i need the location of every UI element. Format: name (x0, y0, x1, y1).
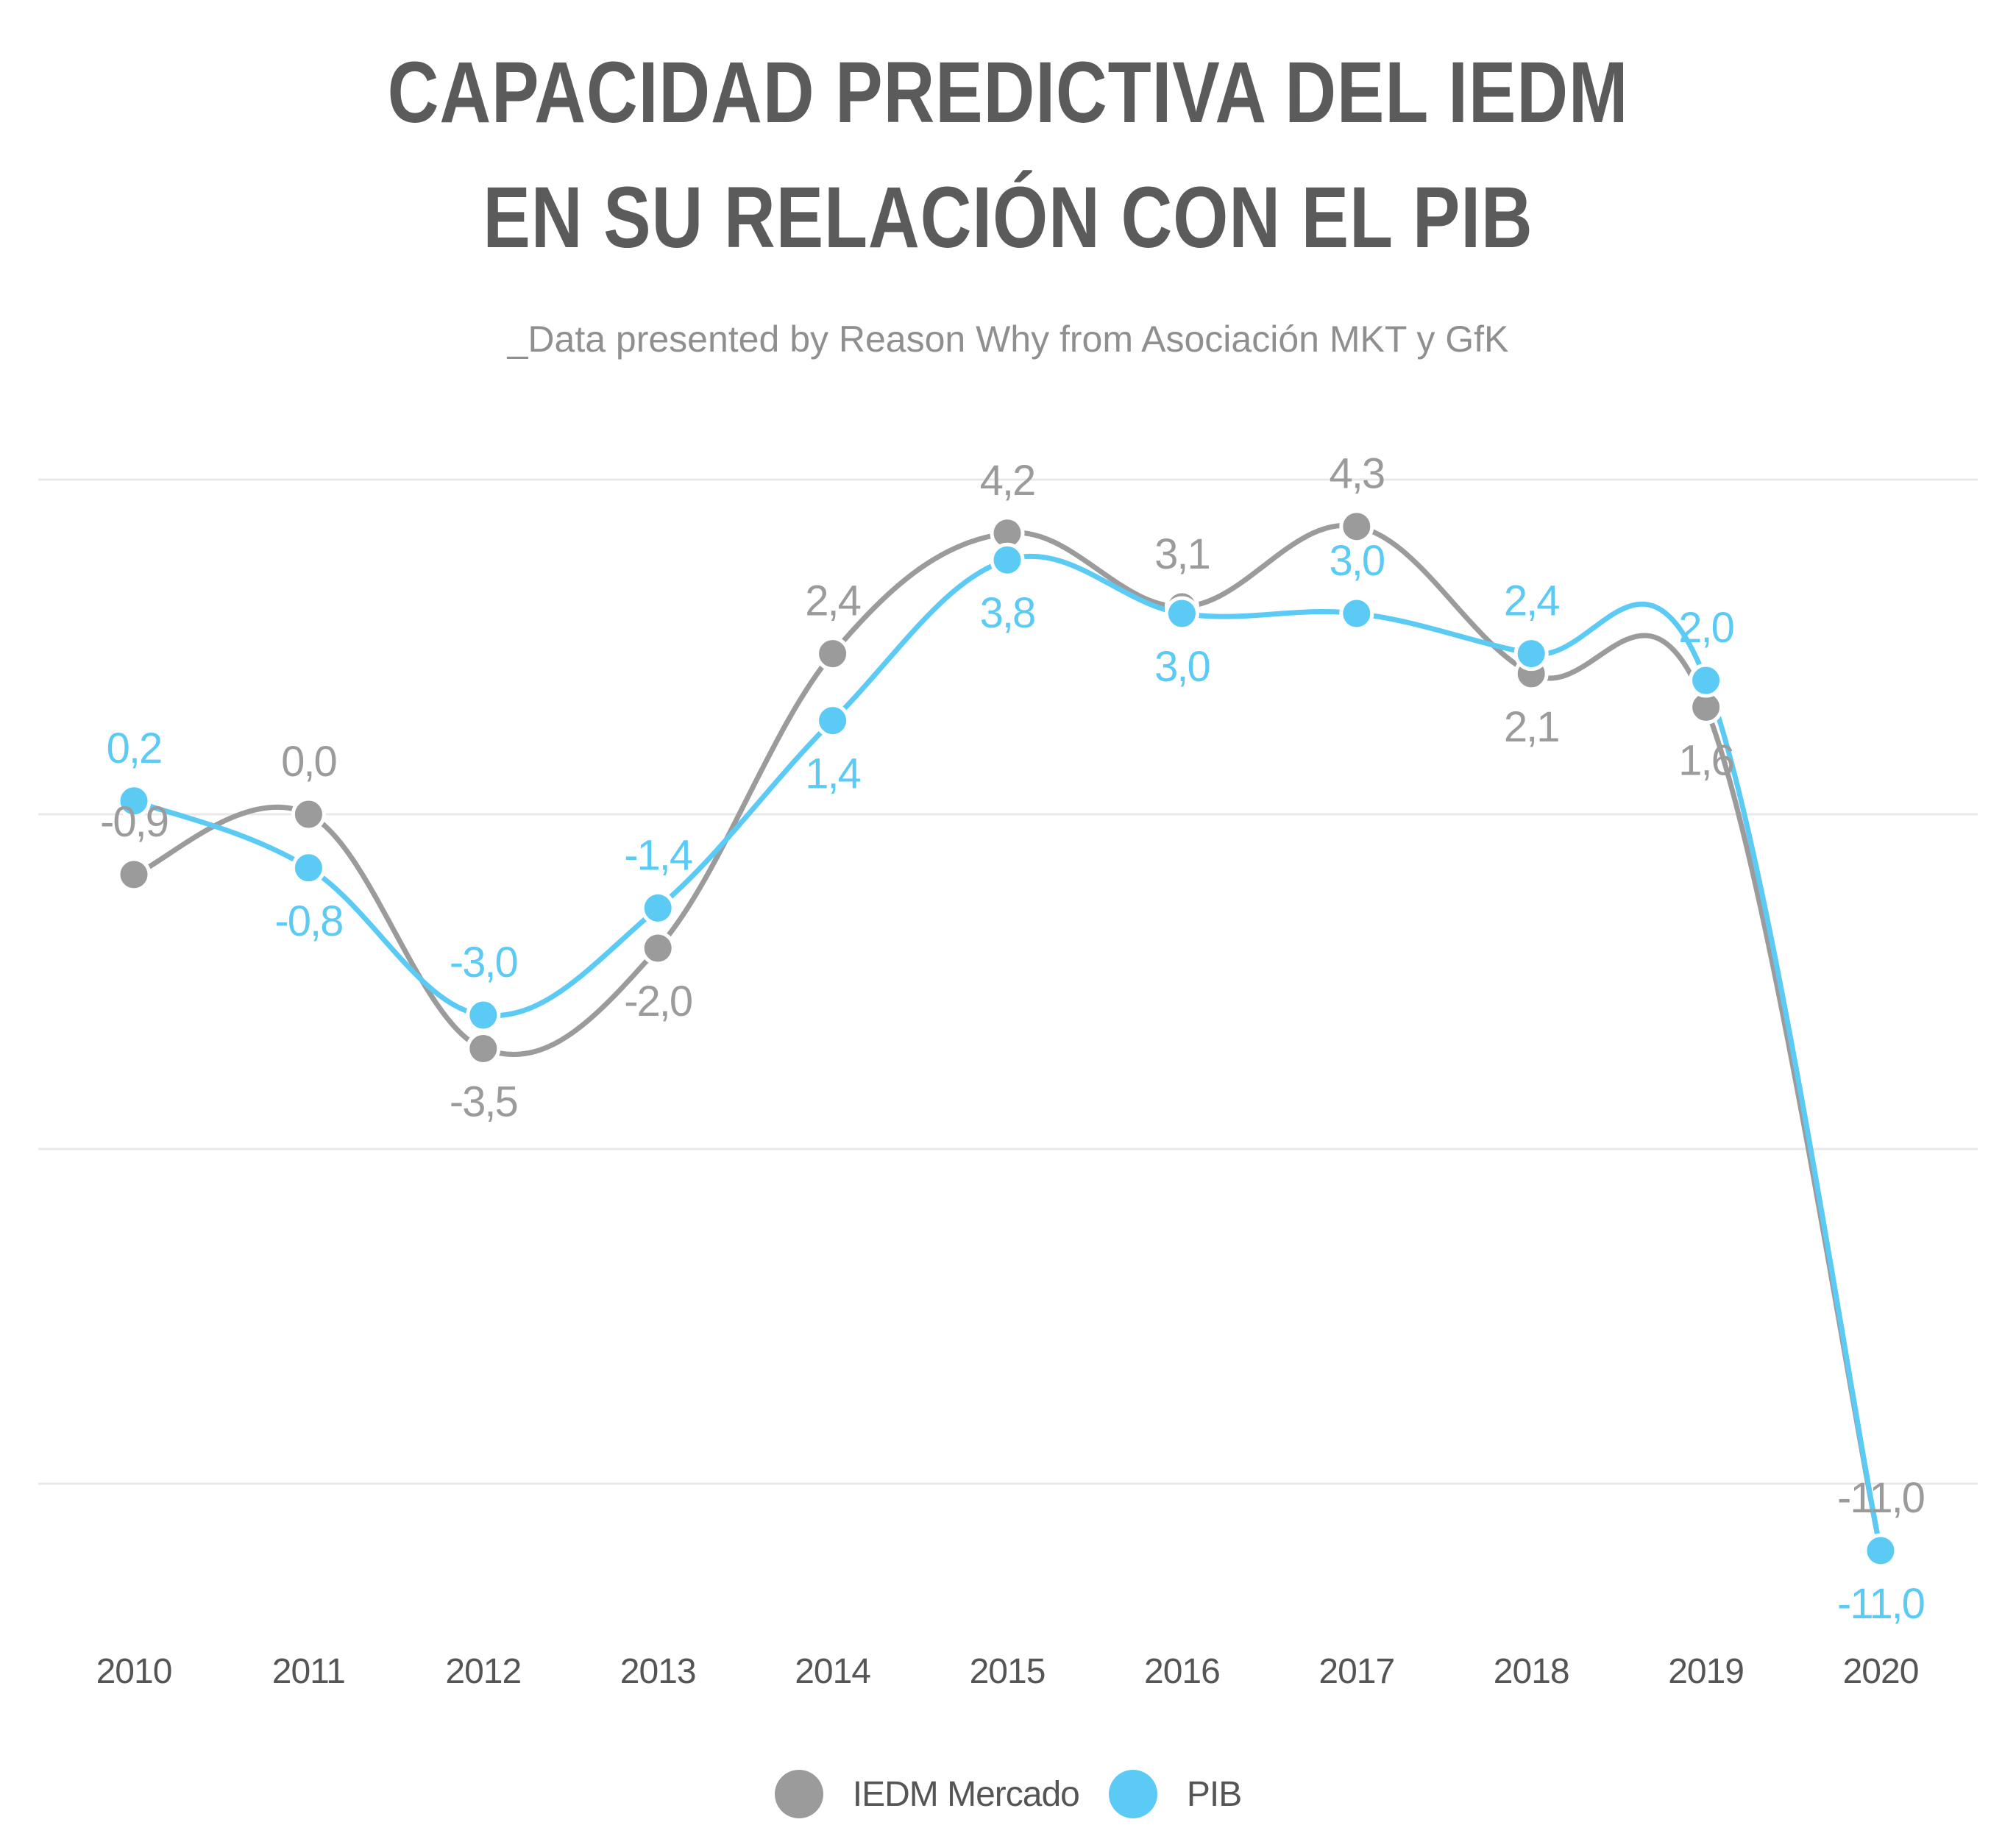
data-point-iedm[interactable] (1339, 509, 1374, 544)
data-label-iedm: -3,5 (450, 1078, 517, 1126)
data-label-pib: 1,4 (805, 750, 860, 798)
x-tick-label: 2016 (1144, 1652, 1220, 1691)
legend-item-iedm[interactable]: IEDM Mercado (774, 1770, 1080, 1818)
legend-label-pib: PIB (1186, 1774, 1242, 1814)
data-label-iedm: 2,1 (1504, 703, 1559, 751)
legend: IEDM Mercado PIB (0, 1768, 2016, 1820)
data-label-iedm: 3,1 (1154, 530, 1210, 578)
data-point-pib[interactable] (1863, 1533, 1898, 1568)
data-label-pib: 3,8 (980, 589, 1035, 637)
data-point-iedm[interactable] (640, 931, 675, 966)
legend-item-pib[interactable]: PIB (1108, 1770, 1242, 1818)
data-label-pib: 0,2 (107, 725, 162, 772)
data-point-iedm[interactable] (116, 857, 152, 892)
series-line-pib (131, 553, 1884, 1554)
data-label-pib: 3,0 (1329, 537, 1384, 585)
data-label-iedm: 2,4 (805, 577, 860, 625)
data-label-iedm: -0,9 (100, 798, 168, 846)
chart-title-line-1: CAPACIDAD PREDICTIVA DEL IEDM (387, 44, 1629, 141)
x-tick-label: 2013 (620, 1652, 696, 1691)
data-point-pib[interactable] (466, 997, 501, 1033)
data-point-iedm[interactable] (291, 797, 326, 832)
legend-marker-pib (1108, 1770, 1157, 1818)
data-point-pib[interactable] (990, 542, 1025, 577)
series-lines (131, 522, 1884, 1554)
data-point-pib[interactable] (291, 850, 326, 886)
x-tick-label: 2010 (96, 1652, 172, 1691)
data-point-pib[interactable] (1339, 596, 1374, 631)
gridlines (38, 478, 1978, 1485)
x-tick-label: 2012 (445, 1652, 521, 1691)
data-label-iedm: -2,0 (624, 978, 692, 1025)
data-point-pib[interactable] (815, 703, 851, 739)
data-label-iedm: -11,0 (1837, 1474, 1924, 1522)
data-point-pib[interactable] (1513, 636, 1549, 672)
data-label-iedm: 1,6 (1678, 736, 1733, 784)
data-labels: -0,9 0,0 -3,5 -2,0 2,4 4,2 3,1 4,3 2,1 1,6 -11,0 0,… (100, 450, 1926, 1628)
data-point-iedm[interactable] (466, 1031, 501, 1066)
data-label-pib: -3,0 (450, 939, 517, 986)
data-points (116, 509, 1898, 1568)
data-label-pib: 2,0 (1678, 604, 1733, 652)
x-tick-label: 2019 (1668, 1652, 1744, 1691)
data-label-pib: -0,8 (274, 897, 342, 945)
data-label-pib: -1,4 (624, 831, 692, 879)
x-tick-label: 2014 (795, 1652, 870, 1691)
chart-title-line-2: EN SU RELACIÓN CON EL PIB (483, 169, 1533, 266)
legend-marker-iedm (774, 1770, 823, 1818)
data-label-pib: 3,0 (1154, 643, 1210, 691)
data-label-pib: -11,0 (1837, 1580, 1924, 1628)
data-label-pib: 2,4 (1504, 577, 1559, 625)
legend-label-iedm: IEDM Mercado (852, 1774, 1080, 1814)
x-tick-label: 2017 (1318, 1652, 1394, 1691)
data-point-iedm[interactable] (815, 636, 851, 672)
data-label-iedm: 4,2 (980, 457, 1035, 505)
x-tick-label: 2018 (1494, 1652, 1569, 1691)
data-point-pib[interactable] (1164, 596, 1199, 631)
data-label-iedm: 0,0 (281, 738, 336, 786)
x-tick-label: 2015 (970, 1652, 1046, 1691)
x-tick-label: 2011 (272, 1652, 345, 1691)
chart-subtitle: _Data presented by Reason Why from Asoci… (507, 319, 1509, 360)
x-axis-ticks: 2010 2011 2012 2013 2014 2015 2016 2017 2018 2019… (96, 1652, 1920, 1691)
data-point-pib[interactable] (116, 783, 152, 819)
data-point-pib[interactable] (640, 890, 675, 925)
series-line-iedm (131, 522, 1884, 1554)
x-tick-label: 2020 (1843, 1652, 1919, 1691)
data-label-iedm: 4,3 (1329, 450, 1384, 498)
data-point-pib[interactable] (1689, 663, 1724, 698)
